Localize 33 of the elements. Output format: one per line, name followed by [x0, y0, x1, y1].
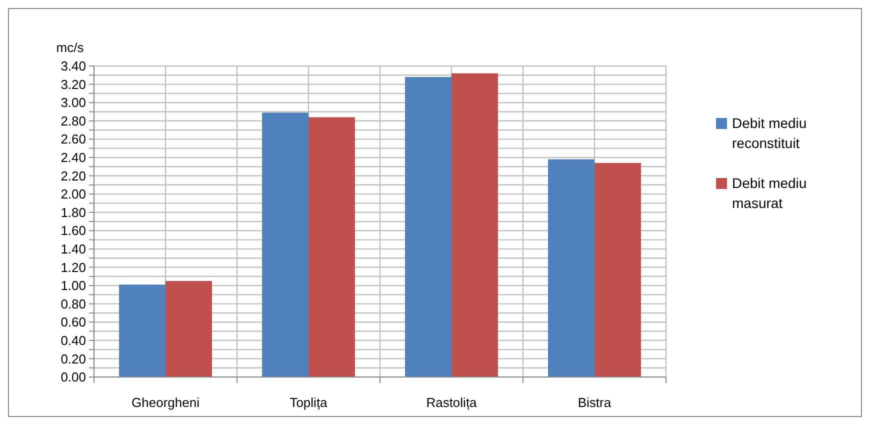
y-axis-title: mc/s: [56, 40, 84, 55]
x-tick-label: Toplița: [290, 395, 328, 410]
x-tick-label: Bistra: [578, 395, 612, 410]
bar: [119, 284, 166, 377]
y-tick-label: 0.40: [60, 332, 86, 348]
y-tick-label: 2.40: [60, 150, 86, 166]
y-tick-label: 2.60: [60, 132, 86, 147]
bar: [308, 117, 355, 377]
y-tick-label: 2.00: [60, 186, 86, 202]
y-tick-label: 1.00: [60, 278, 86, 294]
y-tick-label: 1.60: [60, 223, 86, 238]
y-tick-label: 0.80: [60, 296, 86, 312]
x-tick-label: Rastolița: [426, 395, 478, 410]
y-tick-label: 0.00: [60, 370, 86, 385]
y-tick-label: 1.40: [60, 241, 86, 256]
bar: [166, 280, 212, 377]
y-tick-label: 3.20: [60, 76, 86, 92]
bar: [452, 73, 498, 377]
bar: [594, 162, 641, 377]
bar: [262, 112, 308, 377]
bar: [405, 76, 452, 377]
y-tick-label: 1.20: [60, 260, 86, 275]
legend-label: Debit mediu reconstituit: [732, 115, 807, 151]
y-tick-label: 3.00: [60, 95, 86, 110]
y-tick-label: 0.20: [60, 351, 86, 366]
y-tick-label: 3.40: [60, 58, 86, 74]
bar: [548, 159, 594, 377]
y-tick-label: 0.60: [60, 314, 86, 330]
y-tick-label: 1.80: [60, 204, 86, 220]
y-tick-label: 2.80: [60, 113, 86, 128]
legend-label: Debit mediu masurat: [732, 175, 807, 211]
x-tick-label: Gheorgheni: [132, 395, 200, 410]
y-tick-label: 2.20: [60, 168, 86, 184]
